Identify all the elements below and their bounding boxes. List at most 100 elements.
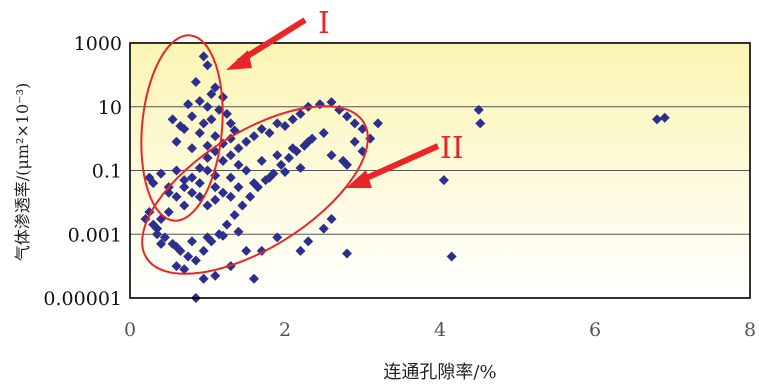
data-point (171, 136, 182, 147)
plot-frame (129, 42, 751, 299)
data-point (652, 114, 662, 125)
data-point (183, 251, 194, 262)
data-point (163, 206, 174, 217)
data-point (249, 131, 259, 142)
data-point (438, 175, 449, 186)
data-point (473, 104, 484, 115)
data-point (237, 200, 248, 211)
data-point (272, 232, 283, 243)
y-tick-label: 0.001 (68, 224, 122, 246)
data-point (202, 200, 213, 211)
data-point (179, 264, 190, 275)
data-point (202, 60, 213, 71)
data-point (659, 112, 670, 123)
data-point (326, 150, 337, 161)
data-point (179, 175, 190, 186)
data-point (187, 187, 197, 198)
data-point (198, 51, 209, 62)
x-tick-labels: 0 2 4 6 8 (124, 319, 756, 341)
data-point (241, 136, 252, 147)
data-point (338, 155, 349, 166)
annotation-label-i: I (318, 6, 330, 41)
y-tick-labels: 1000 10 0.1 0.001 0.00001 (43, 33, 122, 310)
x-tick-label: 6 (589, 319, 601, 341)
data-point (249, 178, 259, 189)
data-point (303, 236, 314, 247)
data-point (179, 182, 190, 193)
data-point (194, 178, 205, 189)
x-tick-label: 8 (744, 319, 756, 341)
data-point (272, 150, 283, 161)
data-point (175, 120, 186, 131)
data-point (287, 114, 298, 125)
data-point (225, 191, 236, 202)
data-point (225, 118, 236, 129)
data-point (264, 172, 275, 183)
data-point (295, 245, 306, 256)
data-point (373, 118, 383, 129)
data-point (475, 118, 486, 129)
data-point (202, 152, 213, 163)
data-point (218, 230, 228, 241)
data-point (272, 118, 283, 129)
y-tick-label: 10 (98, 97, 122, 119)
data-point (179, 200, 190, 211)
data-point (187, 172, 197, 183)
data-point (198, 245, 209, 256)
data-point (198, 273, 209, 284)
data-point (187, 111, 197, 122)
data-point (144, 172, 155, 183)
data-point (210, 194, 221, 205)
data-point (210, 270, 221, 281)
data-point (233, 143, 244, 154)
data-point (326, 214, 337, 225)
y-tick-label: 0.00001 (43, 288, 122, 310)
data-point (187, 143, 197, 154)
arrow-i (226, 17, 307, 70)
y-tick-label: 0.1 (92, 161, 122, 183)
x-tick-label: 4 (434, 319, 446, 341)
data-point (202, 101, 213, 112)
data-point (194, 162, 205, 173)
data-point (171, 191, 182, 202)
y-axis-label: 气体渗透率/(μm²×10⁻³) (13, 83, 32, 262)
data-point (206, 114, 217, 125)
data-point (233, 182, 244, 193)
data-point (156, 168, 166, 179)
data-point (202, 232, 213, 243)
data-point (152, 223, 163, 234)
data-point (280, 166, 290, 177)
data-point (256, 155, 267, 166)
data-point (307, 133, 318, 144)
x-tick-label: 0 (124, 319, 136, 341)
data-point (299, 140, 310, 151)
data-point (218, 155, 228, 166)
data-point (283, 152, 294, 163)
data-point (187, 236, 197, 247)
data-point (241, 245, 252, 256)
data-point (167, 114, 178, 125)
data-point (221, 108, 232, 119)
arrow-ii (346, 143, 440, 188)
data-point (225, 150, 236, 161)
data-point (233, 226, 244, 237)
data-point (295, 108, 306, 119)
data-point (221, 219, 232, 230)
data-point (233, 159, 244, 170)
data-point (171, 241, 182, 252)
data-point (342, 248, 352, 259)
data-point (256, 124, 267, 135)
data-point (156, 238, 166, 249)
data-point (295, 162, 306, 173)
grid-lines (130, 106, 750, 235)
cluster-ii-ellipse (141, 105, 369, 275)
data-point (342, 111, 352, 122)
data-point (446, 251, 457, 262)
data-point (326, 97, 337, 108)
data-point (210, 182, 221, 193)
data-point (152, 229, 163, 240)
data-point (171, 165, 182, 176)
data-point (214, 104, 225, 115)
